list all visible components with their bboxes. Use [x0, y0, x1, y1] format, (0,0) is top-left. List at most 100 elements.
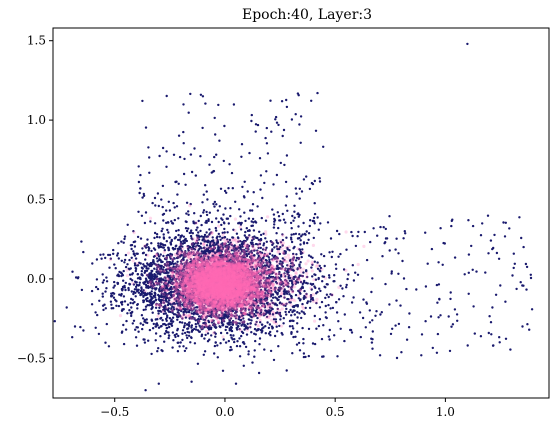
scatter-point-dark — [227, 311, 230, 314]
scatter-point-dark — [169, 319, 173, 323]
scatter-point-dark — [241, 331, 245, 335]
scatter-point-dark — [301, 233, 304, 236]
scatter-point-dark — [178, 155, 182, 159]
scatter-point-dark — [215, 229, 218, 232]
scatter-point-dark — [498, 341, 501, 344]
scatter-point-dark — [250, 319, 253, 322]
scatter-point-dark — [120, 287, 124, 291]
scatter-point-dark — [107, 253, 110, 257]
scatter-point-dark — [327, 335, 330, 338]
scatter-point-dark — [475, 270, 478, 273]
scatter-point-dark — [243, 234, 246, 237]
scatter-point-dark — [148, 274, 152, 278]
scatter-point-dark — [300, 310, 303, 313]
scatter-point-dark — [453, 308, 457, 311]
scatter-point-dark — [246, 190, 249, 193]
scatter-point-dark — [130, 290, 133, 293]
scatter-point-dark — [123, 261, 126, 264]
scatter-point-dark — [467, 292, 470, 295]
scatter-point-dark — [391, 327, 394, 330]
scatter-point-dark — [292, 327, 295, 330]
scatter-point-dark — [484, 271, 487, 274]
scatter-point-dark — [82, 250, 85, 254]
scatter-point-dark — [293, 313, 296, 316]
scatter-point-dark — [313, 260, 316, 263]
scatter-point-dark — [467, 271, 470, 274]
scatter-point-dark — [302, 297, 306, 301]
scatter-point-dark — [525, 265, 529, 269]
scatter-point-dark — [371, 330, 374, 333]
scatter-point-dark — [276, 307, 279, 311]
scatter-point-dark — [300, 255, 303, 259]
scatter-point-dark — [126, 263, 129, 266]
scatter-point-dark — [493, 233, 496, 237]
scatter-point-dark — [282, 322, 285, 325]
scatter-point-dark — [214, 341, 217, 344]
scatter-point-dark — [284, 310, 287, 314]
scatter-point-dark — [323, 264, 326, 268]
scatter-point-dark — [122, 323, 125, 327]
scatter-point-dark — [203, 304, 206, 308]
scatter-point-dark — [358, 311, 362, 314]
scatter-point-dark — [279, 161, 282, 165]
scatter-point-dark — [363, 230, 366, 234]
scatter-point-dark — [316, 216, 319, 219]
scatter-point-dark — [165, 240, 168, 243]
scatter-point-dark — [408, 312, 411, 315]
scatter-point-dark — [430, 247, 434, 251]
scatter-point-dark — [140, 214, 144, 217]
scatter-point-dark — [157, 382, 160, 385]
scatter-point-dark — [210, 220, 214, 224]
scatter-point-dark — [276, 211, 279, 214]
scatter-point-dark — [150, 290, 153, 293]
scatter-point-dark — [223, 231, 226, 234]
scatter-point-dark — [289, 236, 293, 239]
scatter-point-dark — [245, 333, 249, 336]
scatter-point-dark — [310, 266, 313, 269]
scatter-point-dark — [150, 352, 153, 356]
scatter-point-dark — [449, 291, 452, 294]
scatter-point-dark — [365, 258, 369, 262]
scatter-point-dark — [200, 223, 203, 227]
scatter-point-dark — [222, 320, 226, 323]
scatter-point-dark — [384, 227, 387, 231]
scatter-point-dark — [152, 260, 155, 263]
scatter-point-dark — [107, 345, 111, 348]
scatter-point-dark — [140, 286, 143, 289]
scatter-point-dark — [261, 329, 264, 333]
scatter-point-dark — [310, 288, 313, 291]
scatter-point-dark — [285, 154, 289, 157]
scatter-point-dark — [211, 236, 214, 239]
scatter-point-dark — [165, 94, 168, 98]
scatter-point-dark — [495, 251, 499, 255]
scatter-point-dark — [90, 303, 94, 306]
scatter-point-dark — [189, 341, 192, 344]
scatter-point-dark — [407, 326, 411, 329]
scatter-point-dark — [313, 342, 317, 346]
scatter-point-dark — [370, 290, 373, 294]
scatter-point-dark — [133, 240, 137, 243]
scatter-point-dark — [298, 312, 301, 315]
scatter-point-dark — [265, 142, 269, 145]
scatter-point-dark — [437, 316, 440, 319]
scatter-point-dark — [280, 302, 284, 305]
scatter-point-dark — [109, 257, 113, 260]
scatter-point-dark — [395, 237, 398, 240]
scatter-point-dark — [122, 241, 125, 244]
scatter-point-dark — [164, 276, 167, 280]
scatter-point-dark — [266, 321, 269, 324]
scatter-point-dark — [354, 244, 358, 248]
scatter-point-dark — [155, 323, 158, 326]
scatter-point-dark — [258, 337, 262, 340]
scatter-point-dark — [420, 354, 423, 357]
scatter-point-dark — [320, 253, 323, 256]
scatter-point-dark — [479, 234, 483, 237]
scatter-point-dark — [223, 222, 226, 225]
scatter-point-dark — [257, 264, 260, 267]
scatter-point-dark — [351, 264, 354, 267]
scatter-point-dark — [210, 171, 213, 174]
scatter-point-dark — [302, 342, 305, 345]
scatter-point-dark — [229, 334, 232, 337]
scatter-point-dark — [308, 224, 311, 228]
scatter-point-dark — [275, 121, 279, 124]
